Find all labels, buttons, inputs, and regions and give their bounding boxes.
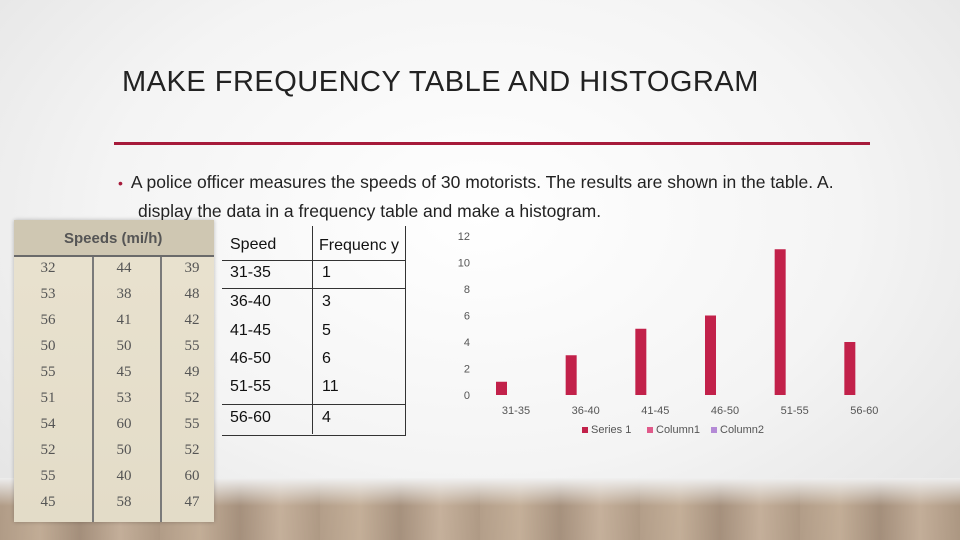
speeds-photo-cell: 52 — [184, 442, 200, 458]
y-axis-tick-label: 2 — [464, 364, 470, 376]
speeds-photo-cell: 55 — [184, 338, 200, 354]
photo-column-divider — [160, 257, 162, 522]
speeds-photo-cell: 49 — [184, 364, 200, 380]
speeds-photo-cell: 55 — [184, 416, 200, 432]
frequency-table-row-divider — [222, 288, 406, 289]
slide-title: MAKE FREQUENCY TABLE AND HISTOGRAM — [122, 66, 759, 98]
speeds-photo-cell: 53 — [40, 286, 56, 302]
speeds-photo-cell: 44 — [116, 260, 132, 276]
speeds-photo-cell: 39 — [184, 260, 200, 276]
speeds-photo-cell: 60 — [184, 468, 200, 484]
x-axis-category-label: 56-60 — [850, 405, 878, 417]
speeds-photo-cell: 55 — [40, 468, 56, 484]
x-axis-category-label: 36-40 — [572, 405, 600, 417]
speeds-photo-cell: 60 — [116, 416, 132, 432]
speeds-photo-header: Speeds (mi/h) — [14, 220, 214, 257]
speeds-photo-cell: 51 — [40, 390, 56, 406]
histogram-bar — [565, 355, 577, 395]
y-axis-tick-label: 6 — [464, 311, 470, 323]
speeds-photo-cell: 52 — [40, 442, 56, 458]
frequency-table-frequency-cell: 4 — [322, 409, 331, 426]
y-axis-tick-label: 0 — [464, 390, 470, 402]
frequency-table: Speed Frequenc y 31-35 1 36-40 3 41-45 5 46-50… — [222, 226, 406, 436]
frequency-table-speed-cell: 46-50 — [230, 350, 271, 367]
y-axis-tick-label: 12 — [458, 231, 470, 243]
frequency-table-frequency-cell: 5 — [322, 322, 331, 339]
speeds-photo: Speeds (mi/h) 32 44 39 53 38 48 56 41 42 50 50 55 55… — [14, 220, 214, 522]
speeds-photo-cell: 41 — [116, 312, 132, 328]
frequency-table-speed-cell: 36-40 — [230, 293, 271, 310]
speeds-photo-cell: 50 — [40, 338, 56, 354]
frequency-table-header-frequency: Frequenc y — [319, 237, 400, 254]
frequency-table-frequency-cell: 11 — [322, 378, 339, 395]
histogram-bar — [844, 342, 856, 395]
bullet-paragraph: • A police officer measures the speeds of… — [118, 168, 858, 225]
legend-swatch — [582, 427, 588, 433]
speeds-photo-cell: 56 — [40, 312, 56, 328]
frequency-table-header-speed: Speed — [230, 236, 277, 253]
histogram-bar — [774, 249, 786, 395]
bullet-text: A police officer measures the speeds of … — [130, 172, 834, 221]
frequency-table-border — [222, 226, 406, 436]
speeds-photo-cell: 54 — [40, 416, 56, 432]
x-axis-category-label: 46-50 — [711, 405, 739, 417]
y-axis-tick-label: 8 — [464, 284, 470, 296]
legend-swatch — [711, 427, 717, 433]
speeds-photo-cell: 40 — [116, 468, 132, 484]
speeds-photo-cell: 32 — [40, 260, 56, 276]
histogram-chart: 0 2 4 6 8 10 12 31-35 36-40 41-45 46-50 51-55 56-60… — [458, 231, 879, 436]
y-axis-tick-label: 10 — [458, 258, 470, 270]
speeds-photo-cell: 47 — [184, 494, 200, 510]
bullet-icon: • — [118, 175, 123, 191]
histogram-bar — [635, 328, 647, 395]
speeds-photo-cell: 52 — [184, 390, 200, 406]
x-axis-category-label: 31-35 — [502, 405, 530, 417]
x-axis-category-label: 51-55 — [781, 405, 809, 417]
frequency-table-speed-cell: 51-55 — [230, 378, 271, 395]
frequency-table-frequency-cell: 6 — [322, 350, 331, 367]
speeds-photo-cell: 45 — [40, 494, 56, 510]
histogram-bar — [705, 315, 716, 395]
speeds-photo-title: Speeds (mi/h) — [64, 230, 163, 247]
legend-label: Series 1 — [591, 424, 631, 436]
speeds-photo-cell: 55 — [40, 364, 56, 380]
frequency-table-speed-cell: 56-60 — [230, 409, 271, 426]
histogram-bar — [496, 381, 507, 395]
frequency-table-speed-cell: 31-35 — [230, 264, 271, 281]
photo-column-divider — [92, 257, 94, 522]
speeds-photo-cell: 50 — [116, 442, 132, 458]
legend-swatch — [647, 427, 653, 433]
frequency-table-speed-cell: 41-45 — [230, 322, 271, 339]
title-underline — [114, 142, 870, 145]
frequency-table-frequency-cell: 1 — [322, 264, 331, 281]
speeds-photo-cell: 38 — [116, 286, 132, 302]
speeds-photo-cell: 58 — [116, 494, 132, 510]
speeds-photo-cell: 42 — [184, 312, 200, 328]
speeds-photo-cell: 53 — [116, 390, 132, 406]
y-axis-tick-label: 4 — [464, 337, 470, 349]
speeds-photo-cell: 45 — [116, 364, 132, 380]
frequency-table-frequency-cell: 3 — [322, 293, 331, 310]
legend-label: Column1 — [656, 424, 700, 436]
legend-label: Column2 — [720, 424, 764, 436]
frequency-table-column-divider — [312, 226, 313, 434]
x-axis-category-label: 41-45 — [641, 405, 669, 417]
speeds-photo-cell: 50 — [116, 338, 132, 354]
speeds-photo-cell: 48 — [184, 286, 200, 302]
frequency-table-row-divider — [222, 404, 406, 405]
frequency-table-row-divider — [222, 260, 406, 261]
